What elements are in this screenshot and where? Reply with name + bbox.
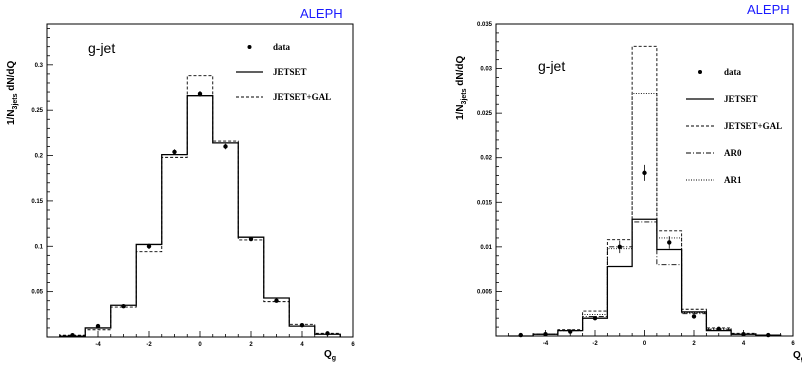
left-x-tick-label: 6 xyxy=(351,342,355,348)
right-data-point xyxy=(691,314,697,319)
right-legend-label-data: data xyxy=(724,67,742,77)
right-x-tick-label: 0 xyxy=(643,341,647,347)
right-legend: data JETSET JETSET+GAL AR0 AR1 xyxy=(686,67,782,185)
right-data-point xyxy=(518,332,523,338)
right-hist-jetset-gal xyxy=(508,45,782,337)
right-data-point xyxy=(716,326,721,332)
right-data-point xyxy=(568,329,573,334)
right-data-point xyxy=(741,332,746,337)
left-data-point xyxy=(299,323,305,328)
right-y-tick-label: 0.025 xyxy=(477,111,493,117)
left-y-tick-label: 0.05 xyxy=(31,290,43,296)
left-y-tick-label: 0.1 xyxy=(35,244,44,250)
left-brand-label: ALEPH xyxy=(300,6,343,21)
right-y-tick-label: 0.015 xyxy=(477,200,493,206)
left-x-tick-label: -2 xyxy=(146,342,152,348)
left-data-point xyxy=(121,303,126,309)
left-hist-jetset-gal xyxy=(59,75,341,337)
right-brand-label: ALEPH xyxy=(747,2,790,17)
left-legend-label-data: data xyxy=(273,42,291,52)
left-x-tick-label: 2 xyxy=(249,342,253,348)
right-data-point xyxy=(766,332,771,338)
right-legend-label-ar1: AR1 xyxy=(724,175,742,185)
left-data-point xyxy=(146,244,152,249)
left-plot-frame xyxy=(46,23,354,338)
right-data-point xyxy=(642,170,647,176)
right-hist-ar1 xyxy=(508,93,782,337)
right-legend-label-jetset-gal: JETSET+GAL xyxy=(724,121,782,131)
right-x-tick-label: -2 xyxy=(592,341,598,347)
left-data-point xyxy=(274,298,279,303)
left-plot-area: -4 -2 0 2 4 6 0.05 0.1 0.15 0.2 0.25 0.3 xyxy=(31,23,355,348)
left-data-point xyxy=(95,323,101,329)
right-legend-label-ar0: AR0 xyxy=(724,148,742,158)
right-x-tick-label: -4 xyxy=(543,341,549,347)
right-legend-marker-data xyxy=(698,70,702,74)
right-x-tick-label: 6 xyxy=(791,341,795,347)
right-hist-jetset xyxy=(508,218,782,337)
right-x-axis-label: Qg xyxy=(793,350,802,363)
right-data-point xyxy=(617,244,622,250)
left-legend-marker-data xyxy=(247,45,252,49)
left-y-tick-label: 0.2 xyxy=(35,154,44,160)
right-y-tick-label: 0.03 xyxy=(480,67,492,73)
right-plot-area: -4 -2 0 2 4 6 0.005 0.01 0.015 0.02 0.025 0.03 0.035 xyxy=(477,22,795,347)
left-legend-label-jetset-gal: JETSET+GAL xyxy=(273,92,331,102)
left-legend: data JETSET JETSET+GAL xyxy=(236,42,331,102)
right-panel-label: g-jet xyxy=(538,58,565,74)
left-x-tick-label: 0 xyxy=(198,342,202,348)
right-data-point xyxy=(667,240,672,245)
right-data-point xyxy=(592,315,598,321)
right-x-tick-label: 4 xyxy=(742,341,746,347)
right-y-axis-label: 1/N3jets dN/dQ xyxy=(455,55,468,120)
right-hist-ar0 xyxy=(508,221,782,337)
left-y-axis-label: 1/N3jets dN/dQ xyxy=(6,60,19,125)
left-data-point xyxy=(325,331,330,336)
right-legend-label-jetset: JETSET xyxy=(724,94,758,104)
right-data-point xyxy=(543,332,548,337)
right-panel: ALEPH g-jet Qg 1/N3jets dN/dQ -4 -2 0 2 4 6 0.… xyxy=(455,2,802,363)
left-panel: ALEPH g-jet Qg 1/N3jets dN/dQ -4 -2 0 2 4 6 0.… xyxy=(6,6,355,362)
left-data-point xyxy=(172,149,177,155)
left-data-point xyxy=(70,332,75,338)
left-x-tick-label: 4 xyxy=(300,342,304,348)
left-y-tick-label: 0.3 xyxy=(35,63,44,69)
left-y-tick-label: 0.15 xyxy=(31,199,43,205)
left-x-tick-label: -4 xyxy=(95,342,101,348)
left-legend-label-jetset: JETSET xyxy=(273,67,307,77)
left-data-point xyxy=(248,236,254,242)
right-y-tick-label: 0.01 xyxy=(480,245,492,251)
right-y-tick-label: 0.005 xyxy=(477,289,493,295)
left-hist-jetset xyxy=(59,95,341,337)
left-y-tick-label: 0.25 xyxy=(31,108,43,114)
left-data-point xyxy=(223,144,228,149)
left-panel-label: g-jet xyxy=(88,40,115,56)
right-x-tick-label: 2 xyxy=(692,341,696,347)
left-data-point xyxy=(197,91,203,97)
left-x-axis-label: Qg xyxy=(324,349,336,362)
right-y-tick-label: 0.035 xyxy=(477,22,493,28)
right-y-tick-label: 0.02 xyxy=(480,156,492,162)
